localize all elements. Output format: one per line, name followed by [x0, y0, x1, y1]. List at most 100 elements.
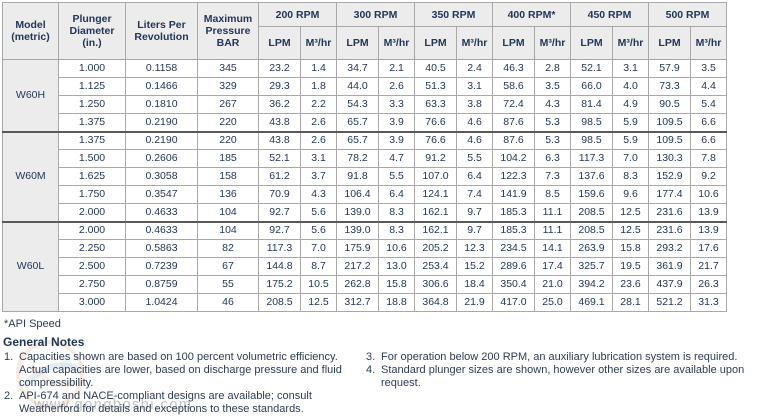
table-row: 2.500 0.7239 67 144.8 8.7 217.2 13.0 253.4 15.2 2…: [3, 257, 728, 276]
m3hr-value-cell: 21.9: [456, 293, 493, 312]
m3hr-value-cell: 11.1: [533, 220, 572, 240]
m3hr-value-cell: 14.1: [533, 239, 572, 258]
lpm-value-cell: 139.0: [336, 220, 379, 240]
lpm-value-cell: 521.2: [648, 293, 692, 312]
lpm-value-cell: 437.9: [648, 275, 692, 294]
lpm-value-cell: 90.5: [648, 95, 692, 114]
m3hr-value-cell: 2.8: [533, 59, 572, 78]
plunger-diameter-cell: 1.375: [58, 130, 126, 150]
col-group-350rpm: 350 RPM: [414, 2, 493, 27]
liters-per-revolution-cell: 0.8759: [125, 275, 198, 294]
plunger-diameter-cell: 1.250: [58, 95, 126, 114]
lpm-value-cell: 104.2: [492, 149, 535, 168]
lpm-value-cell: 87.6: [492, 130, 535, 150]
table-row: 1.250 0.1810 267 36.2 2.2 54.3 3.3 63.3 3.8 72.4 4…: [3, 95, 728, 114]
m3hr-value-cell: 7.0: [612, 149, 650, 168]
m3hr-value-cell: 3.7: [300, 167, 337, 186]
liters-per-revolution-cell: 1.0424: [125, 293, 198, 312]
m3hr-value-cell: 3.9: [378, 130, 415, 150]
lpm-value-cell: 91.2: [414, 149, 457, 168]
spec-table-body: W60H 1.000 0.1158 345 23.2 1.4 34.7 2.1 40.5 2.4 4…: [2, 59, 728, 312]
m3hr-value-cell: 9.2: [690, 167, 728, 186]
m3hr-value-cell: 19.5: [612, 257, 650, 276]
lpm-value-cell: 185.3: [492, 203, 535, 222]
m3hr-value-cell: 10.6: [690, 185, 728, 204]
m3hr-value-cell: 25.0: [533, 293, 572, 312]
lpm-value-cell: 40.5: [414, 59, 457, 78]
notes-column-right: 3. For operation below 200 RPM, an auxil…: [366, 351, 758, 390]
table-row: W60L 2.000 0.4633 104 92.7 5.6 139.0 8.3 162.1 9.…: [2, 220, 728, 312]
lpm-value-cell: 312.7: [336, 293, 379, 312]
table-row: 2.750 0.8759 55 175.2 10.5 262.8 15.8 306.6 18.4…: [3, 275, 728, 294]
m3hr-value-cell: 31.3: [690, 293, 728, 312]
header-row-rpm: Model (metric) Plunger Diameter (in.) Li…: [2, 2, 728, 60]
m3hr-value-cell: 9.7: [456, 203, 493, 222]
lpm-value-cell: 36.2: [258, 95, 301, 114]
m3hr-value-cell: 12.5: [612, 203, 650, 222]
lpm-value-cell: 52.1: [258, 149, 301, 168]
max-pressure-cell: 46: [197, 293, 259, 312]
note-number: 3.: [366, 351, 376, 363]
col-header-m3hr: M³/hr: [533, 26, 572, 60]
m3hr-value-cell: 4.6: [456, 130, 493, 150]
lpm-value-cell: 81.4: [570, 95, 614, 114]
col-header-model: Model (metric): [2, 2, 59, 60]
m3hr-value-cell: 28.1: [612, 293, 650, 312]
m3hr-value-cell: 5.3: [533, 130, 572, 150]
lpm-value-cell: 208.5: [258, 293, 301, 312]
liters-per-revolution-cell: 0.5863: [125, 239, 198, 258]
lpm-value-cell: 117.3: [570, 149, 614, 168]
note-3: 3. For operation below 200 RPM, an auxil…: [366, 351, 758, 364]
note-text: Capacities shown are based on 100 percen…: [19, 351, 342, 389]
col-group-450rpm: 450 RPM: [570, 2, 650, 27]
notes-column-left: 1. Capacities shown are based on 100 per…: [4, 351, 364, 416]
lpm-value-cell: 137.6: [570, 167, 614, 186]
max-pressure-cell: 185: [197, 149, 259, 168]
m3hr-value-cell: 9.6: [612, 185, 650, 204]
m3hr-value-cell: 3.3: [378, 95, 415, 114]
lpm-value-cell: 130.3: [648, 149, 692, 168]
lpm-value-cell: 417.0: [492, 293, 535, 312]
lpm-value-cell: 43.8: [258, 113, 301, 132]
lpm-value-cell: 364.8: [414, 293, 457, 312]
m3hr-value-cell: 8.3: [378, 220, 415, 240]
col-header-m3hr: M³/hr: [612, 26, 650, 60]
m3hr-value-cell: 8.7: [300, 257, 337, 276]
liters-per-revolution-cell: 0.2190: [125, 113, 198, 132]
lpm-value-cell: 350.4: [492, 275, 535, 294]
lpm-value-cell: 51.3: [414, 77, 457, 96]
table-row: 1.500 0.2606 185 52.1 3.1 78.2 4.7 91.2 5.5 104.2…: [3, 149, 728, 168]
m3hr-value-cell: 4.4: [690, 77, 728, 96]
table-row: 1.750 0.3547 136 70.9 4.3 106.4 6.4 124.1 7.4 141…: [3, 185, 728, 204]
m3hr-value-cell: 6.3: [533, 149, 572, 168]
m3hr-value-cell: 1.4: [300, 59, 337, 78]
lpm-value-cell: 65.7: [336, 113, 379, 132]
note-1: 1. Capacities shown are based on 100 per…: [4, 351, 364, 390]
m3hr-value-cell: 4.9: [612, 95, 650, 114]
lpm-value-cell: 152.9: [648, 167, 692, 186]
table-row: 2.000 0.4633 104 92.7 5.6 139.0 8.3 162.1 9.7 185…: [3, 203, 728, 222]
lpm-value-cell: 23.2: [258, 59, 301, 78]
max-pressure-cell: 104: [197, 220, 259, 240]
plunger-diameter-cell: 1.125: [58, 77, 126, 96]
col-group-200rpm: 200 RPM: [258, 2, 337, 27]
m3hr-value-cell: 13.0: [378, 257, 415, 276]
lpm-value-cell: 162.1: [414, 203, 457, 222]
lpm-value-cell: 205.2: [414, 239, 457, 258]
lpm-value-cell: 469.1: [570, 293, 614, 312]
lpm-value-cell: 76.6: [414, 130, 457, 150]
max-pressure-cell: 55: [197, 275, 259, 294]
m3hr-value-cell: 13.9: [690, 220, 728, 240]
plunger-diameter-cell: 2.250: [58, 239, 126, 258]
lpm-value-cell: 78.2: [336, 149, 379, 168]
m3hr-value-cell: 17.4: [533, 257, 572, 276]
pump-spec-table: Model (metric) Plunger Diameter (in.) Li…: [2, 2, 728, 312]
m3hr-value-cell: 5.3: [533, 113, 572, 132]
lpm-value-cell: 234.5: [492, 239, 535, 258]
m3hr-value-cell: 26.3: [690, 275, 728, 294]
lpm-value-cell: 253.4: [414, 257, 457, 276]
m3hr-value-cell: 2.4: [456, 59, 493, 78]
lpm-value-cell: 141.9: [492, 185, 535, 204]
liters-per-revolution-cell: 0.1158: [125, 59, 198, 78]
lpm-value-cell: 159.6: [570, 185, 614, 204]
